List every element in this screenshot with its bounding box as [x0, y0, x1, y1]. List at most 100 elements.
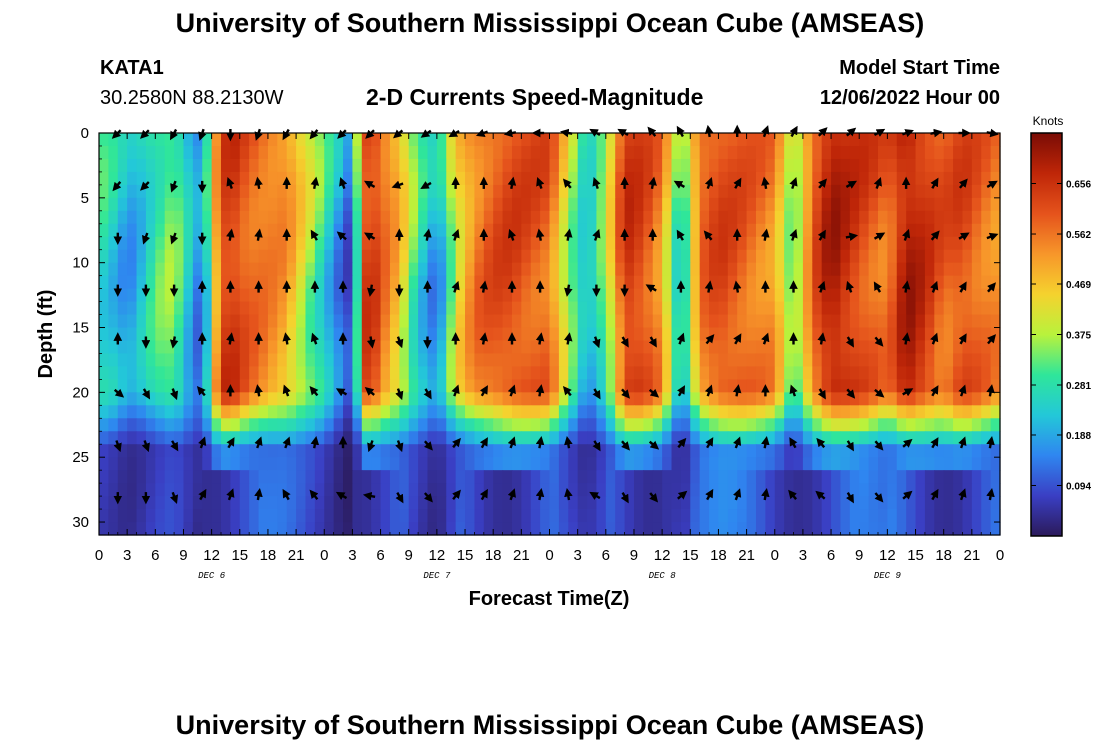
heatmap-cell	[690, 522, 701, 536]
heatmap-cell	[577, 405, 588, 419]
heatmap-cell	[633, 496, 644, 510]
heatmap-cell	[943, 496, 954, 510]
heatmap-cell	[971, 145, 982, 160]
heatmap-cell	[793, 301, 804, 316]
heatmap-cell	[915, 496, 926, 510]
heatmap-cell	[277, 197, 288, 212]
heatmap-cell	[399, 457, 410, 471]
heatmap-cell	[896, 418, 907, 432]
heatmap-cell	[765, 262, 776, 277]
current-vector-arrow	[816, 437, 826, 449]
heatmap-cell	[352, 197, 363, 212]
heatmap-cell	[690, 301, 701, 316]
heatmap-cell	[174, 197, 185, 212]
heatmap-cell	[174, 483, 185, 497]
heatmap-cell	[633, 301, 644, 316]
heatmap-cell	[633, 197, 644, 212]
current-vector-arrow	[648, 388, 660, 398]
heatmap-cell	[624, 522, 635, 536]
heatmap-cell	[399, 327, 410, 342]
heatmap-cell	[596, 158, 607, 173]
heatmap-cell	[596, 262, 607, 277]
heatmap-cell	[699, 288, 710, 303]
heatmap-cell	[737, 210, 748, 225]
x-tick-label: 3	[348, 547, 356, 564]
heatmap-cell	[652, 418, 663, 432]
heatmap-cell	[436, 444, 447, 458]
heatmap-cell	[117, 457, 128, 471]
heatmap-cell	[446, 262, 457, 277]
heatmap-cell	[981, 522, 992, 536]
heatmap-cell	[117, 366, 128, 380]
heatmap-cell	[549, 210, 560, 225]
heatmap-cell	[427, 171, 438, 186]
heatmap-cell	[305, 288, 316, 303]
heatmap-cell	[493, 133, 504, 147]
heatmap-cell	[333, 197, 344, 212]
heatmap-cell	[502, 133, 513, 147]
heatmap-cell	[202, 431, 213, 445]
heatmap-cell	[314, 262, 325, 277]
heatmap-cell	[211, 171, 222, 186]
heatmap-cell	[812, 522, 823, 536]
heatmap-cell	[821, 379, 832, 393]
heatmap-cell	[99, 418, 109, 432]
heatmap-cell	[521, 145, 532, 160]
heatmap-cell	[155, 366, 166, 380]
heatmap-cell	[361, 171, 372, 186]
heatmap-cell	[896, 158, 907, 173]
current-vector-arrow	[254, 384, 263, 397]
heatmap-cell	[343, 275, 354, 290]
heatmap-cell	[314, 223, 325, 238]
heatmap-cell	[530, 431, 541, 445]
heatmap-cell	[709, 405, 720, 419]
heatmap-cell	[868, 483, 879, 497]
heatmap-cell	[859, 288, 870, 303]
heatmap-cell	[718, 457, 729, 471]
heatmap-cell	[183, 288, 194, 303]
heatmap-cell	[549, 171, 560, 186]
heatmap-cell	[990, 340, 1001, 355]
heatmap-cell	[380, 158, 391, 173]
heatmap-cell	[943, 522, 954, 536]
day-label: DEC 7	[423, 571, 451, 581]
x-tick-label: 21	[288, 547, 305, 564]
heatmap-cell	[192, 457, 203, 471]
heatmap-cell	[746, 483, 757, 497]
heatmap-cell	[558, 327, 569, 342]
heatmap-cell	[737, 340, 748, 355]
heatmap-cell	[286, 314, 297, 329]
heatmap-cell	[465, 405, 476, 419]
current-vector-arrow	[930, 280, 939, 293]
heatmap-cell	[549, 145, 560, 160]
heatmap-cell	[746, 392, 757, 406]
heatmap-cell	[671, 197, 682, 212]
colorbar	[1030, 132, 1063, 537]
heatmap-cell	[145, 366, 156, 380]
heatmap-cell	[286, 197, 297, 212]
heatmap-cell	[305, 522, 316, 536]
heatmap-cell	[258, 288, 269, 303]
heatmap-cell	[549, 197, 560, 212]
heatmap-cell	[774, 327, 785, 342]
heatmap-cell	[699, 249, 710, 264]
heatmap-cell	[549, 262, 560, 277]
model-start-label: Model Start Time	[839, 57, 1000, 79]
heatmap-cell	[155, 483, 166, 497]
heatmap-cell	[812, 457, 823, 471]
heatmap-cell	[690, 327, 701, 342]
heatmap-cell	[643, 133, 654, 147]
current-vector-arrow	[479, 280, 488, 293]
heatmap-cell	[521, 327, 532, 342]
heatmap-cell	[99, 314, 109, 329]
heatmap-cell	[877, 249, 888, 264]
heatmap-cell	[840, 249, 851, 264]
heatmap-cell	[915, 197, 926, 212]
heatmap-cell	[502, 431, 513, 445]
heatmap-cell	[737, 223, 748, 238]
heatmap-cell	[371, 301, 382, 316]
heatmap-cell	[221, 197, 231, 212]
heatmap-cell	[840, 496, 851, 510]
x-tick-label: 15	[907, 547, 924, 564]
heatmap-cell	[812, 314, 823, 329]
